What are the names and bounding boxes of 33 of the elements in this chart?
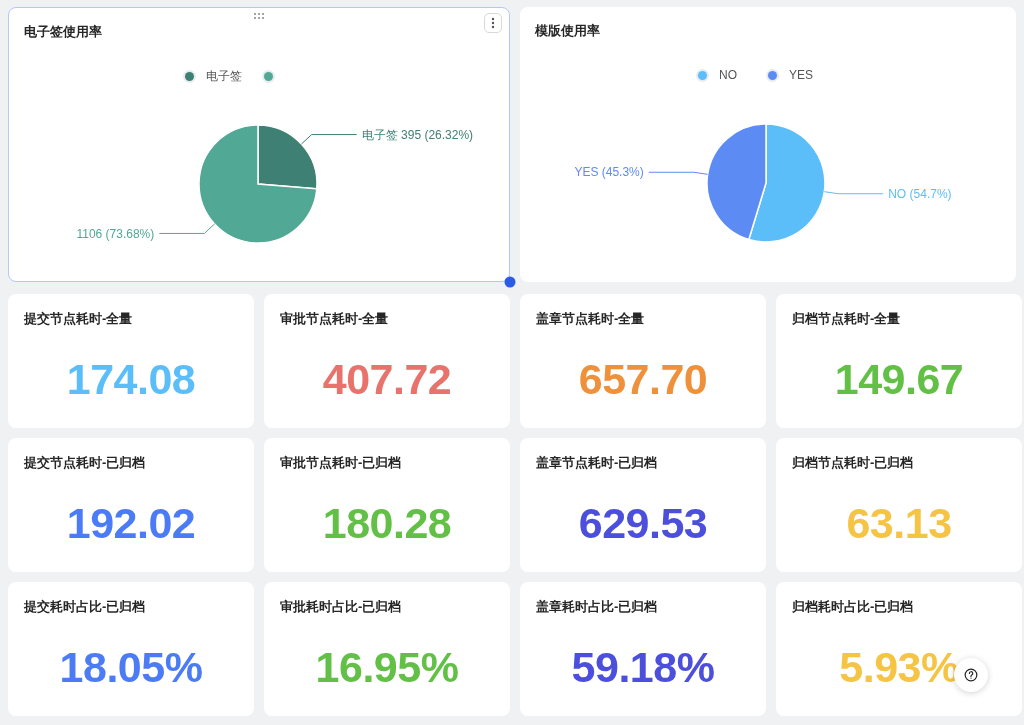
text: 盖章节点耗时-已归档 — [536, 455, 658, 470]
text: 提交耗时占比-已归档 — [24, 599, 146, 614]
category-label: NO (54.7%) — [888, 186, 952, 201]
text: 63.13 — [846, 499, 952, 547]
text: 174.08 — [66, 355, 196, 403]
text: 59.18% — [571, 643, 715, 691]
text: 16.95% — [315, 643, 459, 691]
text: 407.72 — [322, 355, 452, 403]
legend-label: YES — [789, 68, 814, 82]
text: 180.28 — [322, 499, 452, 547]
legend-label: 电子签 — [205, 68, 242, 83]
text: 提交节点耗时-全量 — [24, 311, 133, 326]
category-label: 电子签 395 (26.32%) — [361, 127, 474, 142]
data-label: 1106 (73.68%) — [76, 226, 155, 241]
text: 盖章节点耗时-全量 — [536, 311, 645, 326]
text: 盖章耗时占比-已归档 — [536, 599, 658, 614]
text: 5.93% — [839, 643, 959, 691]
category-label: YES (45.3%) — [574, 165, 644, 180]
legend-label: NO — [719, 68, 737, 82]
text: 657.70 — [578, 355, 708, 403]
text: 提交节点耗时-已归档 — [24, 455, 146, 470]
text: 149.67 — [834, 355, 964, 403]
text: 审批节点耗时-已归档 — [280, 455, 402, 470]
text: 审批节点耗时-全量 — [280, 311, 389, 326]
text: 归档节点耗时-已归档 — [792, 455, 914, 470]
text: 归档耗时占比-已归档 — [792, 599, 914, 614]
text: 归档节点耗时-全量 — [792, 311, 901, 326]
text: 629.53 — [578, 499, 708, 547]
text: 模版使用率 — [535, 23, 600, 38]
text: 192.02 — [66, 499, 196, 547]
text: 审批耗时占比-已归档 — [280, 599, 402, 614]
chart-title: 电子签使用率 — [24, 24, 102, 39]
text: 18.05% — [59, 643, 203, 691]
